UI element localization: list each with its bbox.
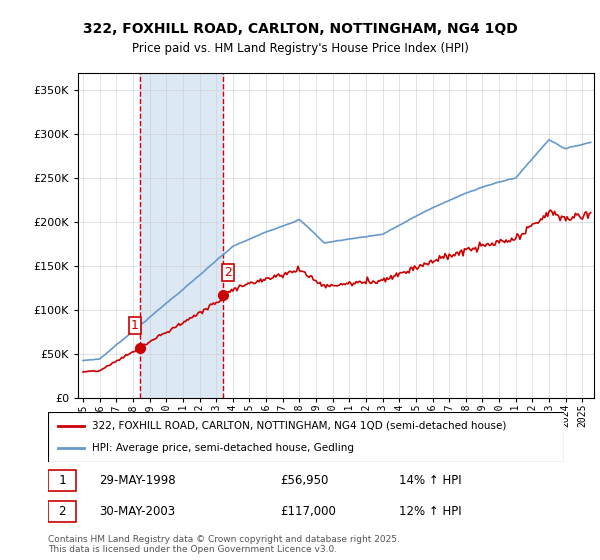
Text: HPI: Average price, semi-detached house, Gedling: HPI: Average price, semi-detached house,… (92, 443, 354, 453)
Text: 12% ↑ HPI: 12% ↑ HPI (399, 505, 461, 518)
Text: £117,000: £117,000 (280, 505, 336, 518)
Text: 2: 2 (224, 266, 232, 279)
Bar (48, 501, 76, 522)
Text: 29-MAY-1998: 29-MAY-1998 (100, 474, 176, 487)
Text: 2: 2 (58, 505, 66, 518)
Text: 30-MAY-2003: 30-MAY-2003 (100, 505, 176, 518)
Bar (48, 470, 76, 491)
Text: 1: 1 (58, 474, 66, 487)
Text: 1: 1 (131, 319, 139, 332)
Text: £56,950: £56,950 (280, 474, 329, 487)
Text: Contains HM Land Registry data © Crown copyright and database right 2025.
This d: Contains HM Land Registry data © Crown c… (48, 535, 400, 554)
Text: 14% ↑ HPI: 14% ↑ HPI (399, 474, 461, 487)
Text: 322, FOXHILL ROAD, CARLTON, NOTTINGHAM, NG4 1QD (semi-detached house): 322, FOXHILL ROAD, CARLTON, NOTTINGHAM, … (92, 421, 506, 431)
Bar (140, 73, 223, 398)
Text: Price paid vs. HM Land Registry's House Price Index (HPI): Price paid vs. HM Land Registry's House … (131, 42, 469, 55)
Text: 322, FOXHILL ROAD, CARLTON, NOTTINGHAM, NG4 1QD: 322, FOXHILL ROAD, CARLTON, NOTTINGHAM, … (83, 22, 517, 36)
